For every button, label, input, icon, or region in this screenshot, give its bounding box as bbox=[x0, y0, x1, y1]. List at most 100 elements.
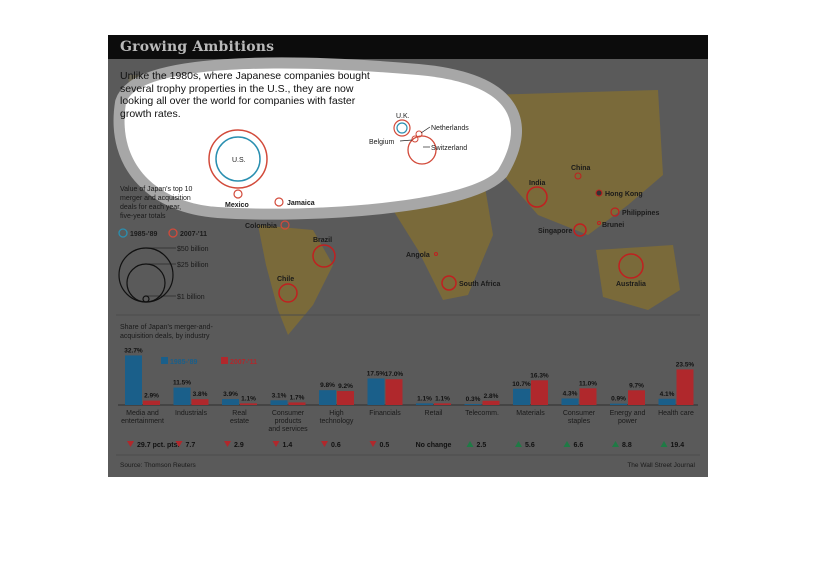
hong-kong-bubble bbox=[595, 189, 603, 197]
bar-1985-89 bbox=[367, 378, 385, 405]
bar-1985-89 bbox=[173, 387, 191, 405]
netherlands-bubble bbox=[415, 130, 423, 138]
source-note: Source: Thomson Reuters bbox=[120, 462, 196, 469]
down-triangle-icon bbox=[321, 441, 328, 447]
credit-note: The Wall Street Journal bbox=[627, 462, 695, 469]
category-label: estate bbox=[230, 418, 249, 425]
change-label: 5.6 bbox=[525, 442, 535, 449]
south-africa-bubble bbox=[441, 275, 457, 291]
bar-2007-11 bbox=[385, 379, 403, 405]
category-label: Materials bbox=[516, 410, 545, 417]
category-label: Energy and bbox=[610, 410, 646, 417]
map-legend-title-4: five-year totals bbox=[120, 213, 166, 220]
bar-1985-89 bbox=[416, 403, 433, 405]
category-label: Industrials bbox=[175, 410, 207, 417]
bar-2007-11 bbox=[482, 400, 500, 405]
value-label-2007-11: 11.0% bbox=[579, 380, 597, 387]
category-label: Consumer bbox=[272, 410, 305, 417]
bar-2007-11 bbox=[676, 369, 694, 405]
bar-2007-11 bbox=[434, 403, 451, 405]
label-philippines: Philippines bbox=[622, 210, 659, 217]
bar-2007-11 bbox=[288, 402, 306, 405]
continent-australia bbox=[596, 245, 680, 310]
change-label: 19.4 bbox=[671, 442, 685, 449]
bar-legend-a: 1985-'89 bbox=[170, 359, 197, 366]
bar-1985-89 bbox=[464, 404, 482, 405]
size-label-50: $50 billion bbox=[177, 246, 209, 253]
category-label: Telecomm. bbox=[465, 410, 499, 417]
intro-text: Unlike the 1980s, where Japanese compani… bbox=[120, 70, 370, 120]
label-singapore: Singapore bbox=[538, 228, 572, 235]
legend-swatch-b bbox=[168, 228, 178, 238]
label-south-africa: South Africa bbox=[459, 281, 500, 288]
down-triangle-icon bbox=[127, 441, 134, 447]
label-chile: Chile bbox=[277, 276, 294, 283]
singapore-bubble bbox=[573, 223, 587, 237]
australia-bubble bbox=[618, 253, 644, 279]
bar-2007-11 bbox=[579, 388, 597, 405]
change-label: 0.5 bbox=[380, 442, 390, 449]
label-netherlands: Netherlands bbox=[431, 125, 469, 132]
value-label-2007-11: 23.5% bbox=[676, 361, 695, 368]
map-legend-title-3: deals for each year, bbox=[120, 204, 181, 211]
colombia-bubble bbox=[280, 220, 290, 230]
bar-2007-11 bbox=[240, 403, 257, 405]
category-label: Retail bbox=[425, 410, 443, 417]
value-label-2007-11: 9.7% bbox=[629, 382, 644, 389]
category-label: Financials bbox=[369, 410, 401, 417]
legend-swatch-a bbox=[118, 228, 128, 238]
bar-2007-11 bbox=[337, 391, 354, 405]
label-switzerland: Switzerland bbox=[431, 145, 467, 152]
brazil-bubble bbox=[312, 244, 336, 268]
category-label: Real bbox=[232, 410, 247, 417]
bar-1985-89 bbox=[222, 399, 239, 405]
down-triangle-icon bbox=[175, 441, 183, 447]
label-colombia: Colombia bbox=[245, 223, 277, 230]
value-label-2007-11: 1.1% bbox=[435, 395, 450, 402]
china-bubble bbox=[574, 172, 582, 180]
change-label: 1.4 bbox=[283, 442, 293, 449]
bar-2007-11 bbox=[628, 390, 645, 405]
size-label-25: $25 billion bbox=[177, 262, 209, 269]
legend-period-a: 1985-'89 bbox=[130, 231, 157, 238]
switzerland-bubble bbox=[407, 135, 437, 165]
category-label: power bbox=[618, 418, 638, 425]
value-label-2007-11: 16.3% bbox=[530, 372, 549, 379]
up-triangle-icon bbox=[660, 441, 668, 447]
label-brazil: Brazil bbox=[313, 237, 332, 244]
bar-legend-swatch-a bbox=[161, 357, 168, 364]
change-label: 0.6 bbox=[331, 442, 341, 449]
down-triangle-icon bbox=[369, 441, 377, 447]
label-australia: Australia bbox=[616, 281, 646, 288]
angola-bubble bbox=[434, 252, 438, 256]
chart-panel: Growing Ambitions bbox=[108, 35, 708, 477]
value-label-2007-11: 1.7% bbox=[290, 394, 305, 401]
bar-2007-11 bbox=[191, 399, 209, 405]
bar-1985-89 bbox=[561, 398, 579, 405]
bar-2007-11 bbox=[143, 400, 160, 405]
chile-bubble bbox=[278, 283, 298, 303]
bar-1985-89 bbox=[125, 355, 142, 405]
legend-period-b: 2007-'11 bbox=[180, 231, 207, 238]
value-label-2007-11: 2.9% bbox=[144, 393, 159, 400]
category-label: entertainment bbox=[121, 418, 164, 425]
size-label-1: $1 billion bbox=[177, 294, 205, 301]
value-label-1985-89: 17.5% bbox=[367, 370, 386, 377]
value-label-1985-89: 4.1% bbox=[660, 391, 675, 398]
change-label: 29.7 pct. pts. bbox=[137, 442, 179, 449]
value-label-1985-89: 0.3% bbox=[466, 396, 481, 403]
label-mexico: Mexico bbox=[225, 202, 249, 209]
category-label: staples bbox=[568, 418, 591, 425]
netherlands-leader bbox=[420, 126, 431, 134]
up-triangle-icon bbox=[563, 441, 571, 447]
value-label-1985-89: 32.7% bbox=[124, 347, 143, 354]
us-bubble-a bbox=[215, 136, 261, 182]
industry-bar-chart: Share of Japan's merger-and- acquisition… bbox=[116, 324, 700, 469]
label-belgium: Belgium bbox=[369, 139, 394, 146]
value-label-2007-11: 1.1% bbox=[241, 395, 256, 402]
map-legend-title-1: Value of Japan's top 10 bbox=[120, 186, 193, 193]
category-label: and services bbox=[268, 426, 308, 433]
india-bubble bbox=[526, 186, 548, 208]
value-label-1985-89: 3.9% bbox=[223, 391, 238, 398]
